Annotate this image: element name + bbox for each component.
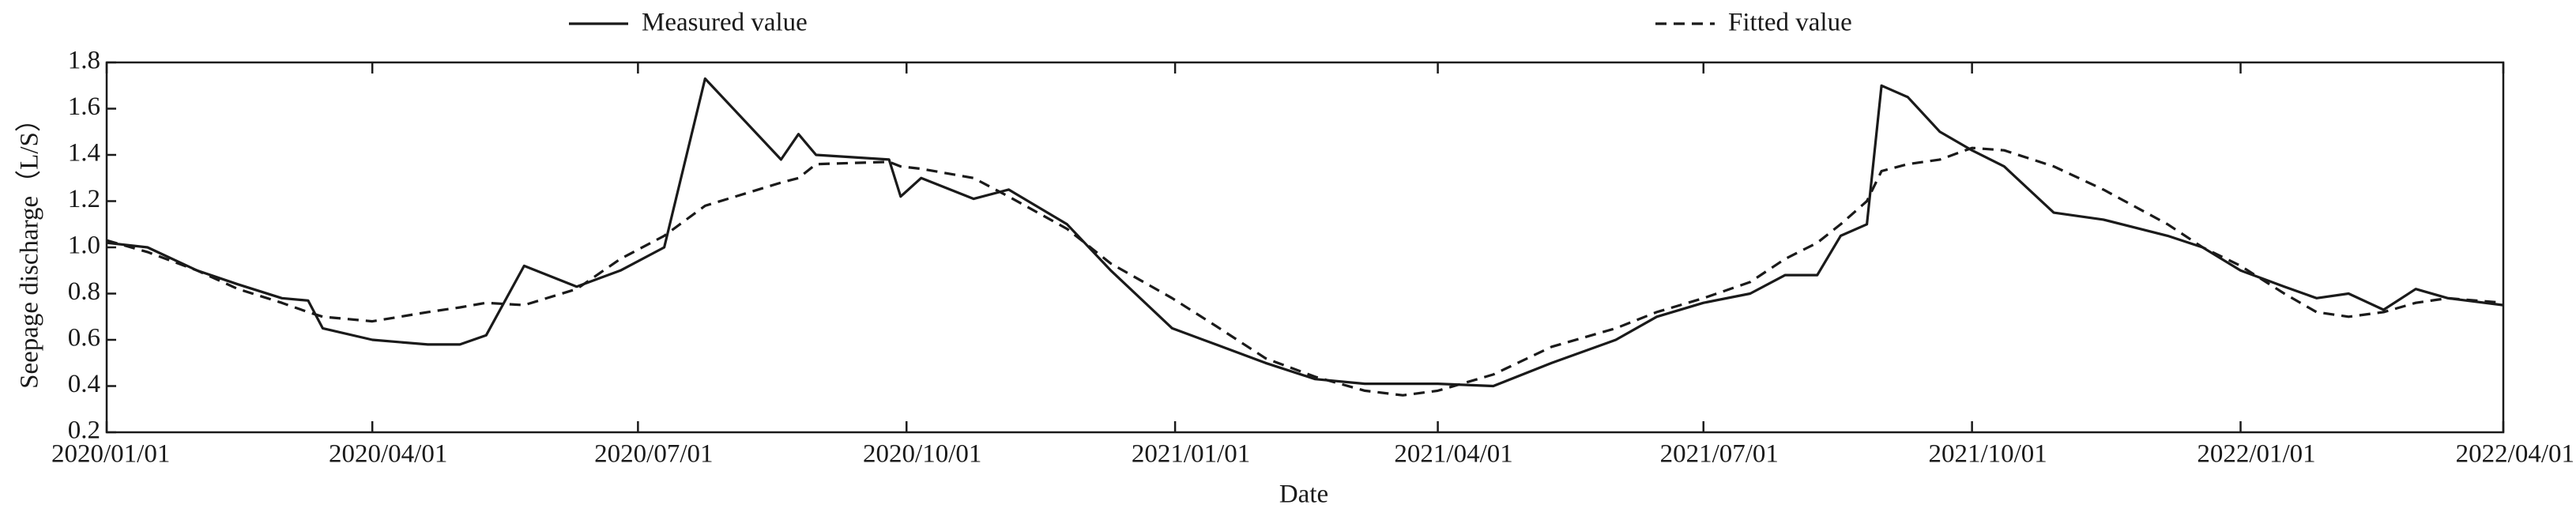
- y-axis-label: Seepage discharge（L/S）: [16, 106, 44, 389]
- series-line: [106, 77, 2504, 388]
- x-tick-label: 2021/10/01: [1928, 440, 2047, 469]
- series-line: [106, 146, 2504, 397]
- y-tick-label: 1.2: [68, 185, 100, 213]
- x-tick-label: 2021/04/01: [1394, 440, 1512, 469]
- x-tick-label: 2022/04/01: [2456, 440, 2574, 469]
- y-tick-label: 1.8: [68, 47, 100, 75]
- y-tick-label: 1.0: [68, 232, 100, 260]
- y-tick-label: 0.4: [68, 370, 100, 398]
- legend-label: Fitted value: [1728, 9, 1852, 37]
- y-tick-label: 0.2: [68, 416, 100, 445]
- x-tick-label: 2020/01/01: [51, 440, 170, 469]
- x-axis-label: Date: [1279, 480, 1328, 509]
- legend-label: Measured value: [642, 9, 808, 37]
- x-tick-label: 2021/01/01: [1132, 440, 1250, 469]
- x-tick-label: 2022/01/01: [2197, 440, 2315, 469]
- x-tick-label: 2021/07/01: [1660, 440, 1779, 469]
- y-tick-label: 0.6: [68, 324, 100, 352]
- x-tick-label: 2020/04/01: [329, 440, 447, 469]
- x-tick-label: 2020/10/01: [863, 440, 981, 469]
- y-tick-label: 0.8: [68, 277, 100, 306]
- x-tick-label: 2020/07/01: [594, 440, 713, 469]
- y-tick-label: 1.4: [68, 139, 100, 168]
- y-tick-label: 1.6: [68, 92, 100, 121]
